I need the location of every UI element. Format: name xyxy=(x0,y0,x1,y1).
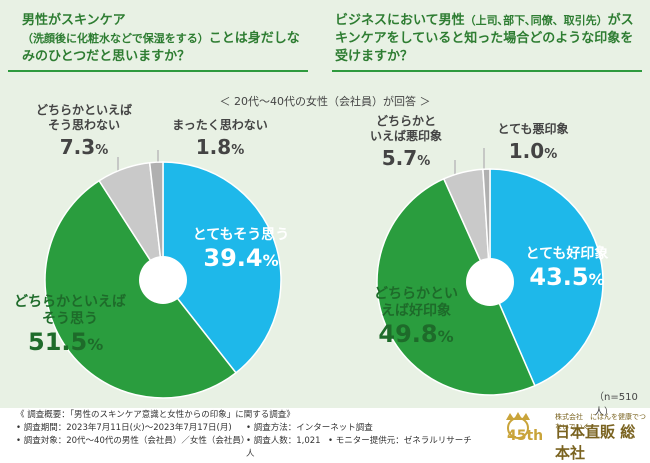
label-left-not-at-all-value: 1.8% xyxy=(150,135,290,159)
label-right-very-bad-num: 1.0 xyxy=(508,139,545,163)
footer-row-1: • 調査期間：2023年7月11日(火)～2023年7月17日(月) • 調査方… xyxy=(16,422,472,435)
label-left-not-at-all-text: まったく思わない xyxy=(172,118,268,132)
label-left-very-yes: とてもそう思う 39.4% xyxy=(176,227,306,272)
label-left-not-at-all: まったく思わない 1.8% xyxy=(150,118,290,159)
footer-provider: • モニター提供元：ゼネラルリサーチ xyxy=(328,436,472,446)
label-left-somewhat-no: どちらかといえば そう思わない 7.3% xyxy=(14,103,154,159)
label-left-somewhat-no-value: 7.3% xyxy=(14,135,154,159)
label-right-very-bad-value: 1.0% xyxy=(478,139,588,163)
label-left-somewhat-no-text: どちらかといえば そう思わない xyxy=(35,103,132,132)
right-slice-somewhat-good xyxy=(376,177,536,396)
right-slice-very-bad xyxy=(482,168,491,283)
label-right-somewhat-good-text: どちらかとい えば好印象 xyxy=(374,286,458,319)
right-slice-very-good xyxy=(489,168,604,387)
footer-method: • 調査方法：インターネット調査 xyxy=(246,423,373,433)
label-right-somewhat-good-unit: % xyxy=(437,327,454,346)
logo-company-name: 日本直販 総本社 xyxy=(555,423,636,462)
pie-chart-left xyxy=(44,161,282,399)
question-right-part2: がスキンケアをしていると知った場合どのような印象を受けますか？ xyxy=(335,13,634,64)
question-right-paren: （上司､部下､同僚、取引先） xyxy=(464,14,608,27)
label-right-somewhat-good-value: 49.8% xyxy=(360,320,472,348)
left-slice-very-yes xyxy=(162,161,282,374)
sample-size: （n=510人） xyxy=(594,392,638,418)
question-left: 男性がスキンケア （洗顔後に化粧水などで保湿をする）ことは身だしなみのひとつだと思… xyxy=(22,12,312,66)
logo-tagline: 株式会社 にほんを健康でつないでいく xyxy=(555,413,646,431)
laurel-icon xyxy=(507,417,529,439)
left-slice-somewhat-yes xyxy=(44,179,237,399)
label-right-very-bad: とても悪印象 1.0% xyxy=(478,122,588,163)
question-left-part2: ことは身だしなみのひとつだと思いますか？ xyxy=(22,31,300,64)
question-right-underline xyxy=(332,70,642,72)
label-right-very-good: とても好印象 43.5% xyxy=(502,246,632,291)
label-left-not-at-all-num: 1.8 xyxy=(195,135,232,159)
crown-icon xyxy=(506,412,530,420)
footer-overview: 《 調査概要：「男性のスキンケア意識と女性からの印象」に関する調査》 xyxy=(16,410,295,420)
label-right-somewhat-bad-text: どちらかと いえば悪印象 xyxy=(369,114,442,143)
label-right-very-good-unit: % xyxy=(588,270,605,289)
respondent-note: ＜ 20代～40代の女性（会社員）が回答 ＞ xyxy=(219,95,431,108)
label-right-somewhat-good: どちらかとい えば好印象 49.8% xyxy=(360,286,472,348)
survey-footer: 《 調査概要：「男性のスキンケア意識と女性からの印象」に関する調査》 • 調査期… xyxy=(16,409,472,461)
label-left-very-yes-num: 39.4 xyxy=(203,244,263,272)
logo-anniversary: 45th xyxy=(507,428,544,444)
question-left-underline xyxy=(8,70,308,72)
label-right-somewhat-bad-value: 5.7% xyxy=(360,146,452,170)
label-left-somewhat-no-num: 7.3 xyxy=(59,135,96,159)
label-right-somewhat-bad: どちらかと いえば悪印象 5.7% xyxy=(360,114,452,170)
left-slice-not-at-all xyxy=(148,161,164,281)
question-left-part1: 男性がスキンケア xyxy=(22,13,126,28)
label-right-somewhat-bad-unit: % xyxy=(417,154,431,169)
question-right: ビジネスにおいて男性（上司､部下､同僚、取引先）がスキンケアをしていると知った場… xyxy=(335,12,635,66)
label-left-somewhat-yes-value: 51.5% xyxy=(4,328,136,356)
footer-count: • 調査人数：1,021人 xyxy=(246,436,321,459)
question-right-part1: ビジネスにおいて男性 xyxy=(335,13,465,28)
label-left-somewhat-yes-num: 51.5 xyxy=(28,328,88,356)
label-left-somewhat-yes: どちらかといえば そう思う 51.5% xyxy=(4,294,136,356)
label-left-not-at-all-unit: % xyxy=(231,143,245,158)
label-left-very-yes-text: とてもそう思う xyxy=(192,227,290,243)
label-left-somewhat-yes-text: どちらかといえば そう思う xyxy=(14,294,126,327)
footer-row-2: • 調査対象：20代～40代の男性（会社員）／女性（会社員） • 調査人数：1,… xyxy=(16,435,472,461)
company-logo-emblem xyxy=(506,412,530,439)
question-left-paren: （洗顔後に化粧水などで保湿をする） xyxy=(22,32,209,45)
pie-chart-right xyxy=(376,168,604,396)
label-right-very-good-num: 43.5 xyxy=(529,263,589,291)
right-pie-center-hole xyxy=(466,258,514,306)
label-left-somewhat-no-unit: % xyxy=(95,143,109,158)
label-left-somewhat-yes-unit: % xyxy=(87,335,104,354)
label-right-very-bad-unit: % xyxy=(544,147,558,162)
label-right-somewhat-bad-num: 5.7 xyxy=(381,146,418,170)
pie-charts xyxy=(44,148,604,399)
label-left-very-yes-unit: % xyxy=(262,251,279,270)
label-right-very-bad-text: とても悪印象 xyxy=(497,122,569,136)
footer-target: • 調査対象：20代～40代の男性（会社員）／女性（会社員） xyxy=(16,436,250,446)
label-right-very-good-text: とても好印象 xyxy=(525,246,609,262)
footer-period: • 調査期間：2023年7月11日(火)～2023年7月17日(月) xyxy=(16,423,232,433)
left-pie-center-hole xyxy=(139,256,187,304)
label-left-very-yes-value: 39.4% xyxy=(176,244,306,272)
label-right-somewhat-good-num: 49.8 xyxy=(378,320,438,348)
label-right-very-good-value: 43.5% xyxy=(502,263,632,291)
